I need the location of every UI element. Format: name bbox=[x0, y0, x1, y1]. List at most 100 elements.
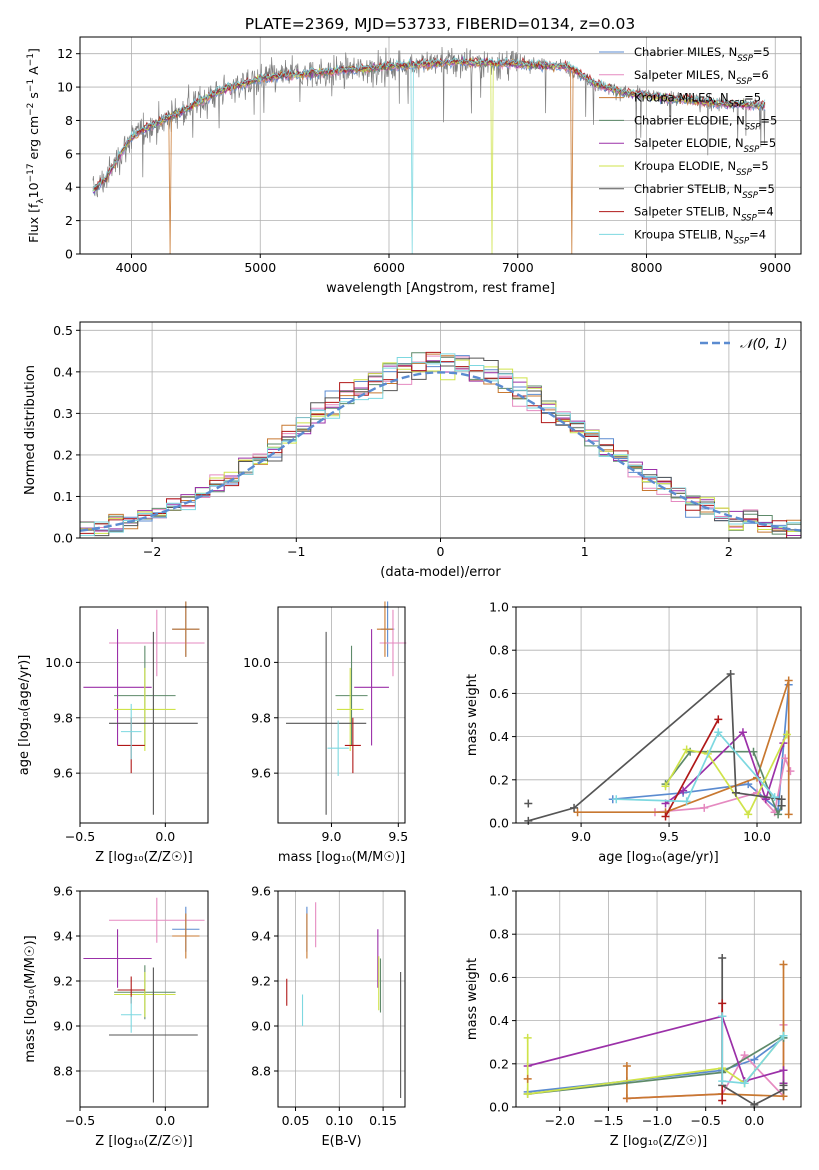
axes-frame bbox=[79, 890, 209, 1108]
x-tick-label: 1 bbox=[581, 544, 589, 559]
errorbar-point-2 bbox=[172, 913, 200, 959]
y-tick-label: 0.4 bbox=[489, 729, 509, 744]
x-tick-label: −2 bbox=[143, 544, 161, 559]
weight-line-8 bbox=[721, 1016, 785, 1085]
x-tick-label: 0 bbox=[437, 544, 445, 559]
y-tick-label: 9.8 bbox=[251, 710, 271, 725]
gridlines bbox=[278, 607, 405, 823]
y-tick-label: 0.8 bbox=[489, 927, 509, 942]
weight-marker bbox=[682, 797, 691, 806]
y-tick-label: 9.2 bbox=[53, 974, 73, 989]
errorbar-point-5 bbox=[336, 667, 364, 751]
y-tick-label: 0.4 bbox=[53, 364, 73, 379]
legend-entry: Chabrier STELIB, NSSP=5 bbox=[634, 182, 775, 201]
weight-marker bbox=[523, 1090, 532, 1099]
y-tick-label: 9.6 bbox=[251, 884, 271, 899]
gridlines bbox=[278, 890, 405, 1107]
plot-area bbox=[83, 601, 205, 815]
weight-marker bbox=[782, 730, 791, 739]
x-axis-label: Z [log₁₀(Z/Z☉)] bbox=[610, 1134, 707, 1149]
gridlines bbox=[79, 607, 208, 823]
panel-age-vs-Z: −0.5 0.0 9.6 9.8 10.0 Z [log₁₀(Z/Z☉)] age [log… bbox=[17, 601, 209, 865]
weight-marker bbox=[781, 754, 790, 763]
y-tick-label: 0.4 bbox=[489, 1013, 509, 1028]
gridlines bbox=[79, 890, 208, 1107]
errorbar-point-2 bbox=[172, 601, 200, 657]
y-tick-label: 8 bbox=[65, 113, 73, 128]
weight-marker bbox=[622, 1061, 631, 1070]
weight-marker bbox=[784, 810, 793, 819]
weight-marker bbox=[570, 803, 579, 812]
y-tick-label: 9.0 bbox=[251, 1019, 271, 1034]
weight-line-4 bbox=[527, 1015, 785, 1084]
axes-frame bbox=[277, 890, 406, 1108]
x-tick-label: −0.5 bbox=[65, 829, 95, 844]
weight-marker bbox=[700, 803, 709, 812]
axes-frame bbox=[79, 606, 209, 824]
plot-area bbox=[524, 669, 795, 825]
x-axis-label: Z [log₁₀(Z/Z☉)] bbox=[95, 850, 192, 865]
errorbar-point-6 bbox=[109, 967, 198, 1103]
y-tick-label: 0.1 bbox=[53, 489, 73, 504]
weight-marker bbox=[718, 1077, 727, 1086]
y-tick-label: 4 bbox=[65, 180, 73, 195]
errorbar-point-4 bbox=[83, 929, 152, 988]
y-tick-label: 0.0 bbox=[53, 531, 73, 546]
x-tick-label: −1.0 bbox=[642, 1113, 672, 1128]
x-axis-label: age [log₁₀(age/yr)] bbox=[598, 850, 719, 865]
errorbar-point-3 bbox=[335, 645, 368, 746]
weight-marker bbox=[714, 715, 723, 724]
errorbar-point-8 bbox=[327, 720, 349, 776]
x-tick-label: 4000 bbox=[116, 260, 148, 275]
errorbar-point-6 bbox=[109, 631, 198, 815]
weight-marker bbox=[738, 728, 747, 737]
model-spectrum-5 bbox=[92, 57, 766, 254]
weight-marker bbox=[682, 745, 691, 754]
x-axis-label: E(B-V) bbox=[321, 1134, 361, 1149]
errorbar-point-5 bbox=[114, 667, 176, 751]
y-axis-label: Flux [fλ10−17 erg cm−2 s−1 A−1] bbox=[26, 48, 46, 243]
x-axis-label: Z [log₁₀(Z/Z☉)] bbox=[95, 1134, 192, 1149]
x-tick-label: 5000 bbox=[244, 260, 276, 275]
x-axis-label: mass [log₁₀(M/M☉)] bbox=[278, 850, 405, 865]
plot-area bbox=[523, 953, 788, 1109]
legend: Chabrier MILES, NSSP=5 Salpeter MILES, NS… bbox=[599, 45, 777, 246]
errorbar-point-6 bbox=[286, 631, 367, 815]
x-tick-label: −1 bbox=[287, 544, 305, 559]
x-tick-label: 10.0 bbox=[743, 829, 771, 844]
legend-entry: 𝒩(0, 1) bbox=[740, 337, 787, 352]
x-tick-label: 0.05 bbox=[282, 1113, 310, 1128]
errorbar-point-8 bbox=[120, 996, 142, 1033]
legend-entry: Chabrier ELODIE, NSSP=5 bbox=[634, 113, 777, 132]
axes-frame bbox=[79, 36, 802, 255]
legend-entry: Salpeter STELIB, NSSP=4 bbox=[634, 205, 774, 224]
weight-marker bbox=[714, 728, 723, 737]
weight-marker bbox=[718, 1012, 727, 1021]
y-tick-label: 9.6 bbox=[53, 884, 73, 899]
x-tick-label: 0.0 bbox=[155, 829, 175, 844]
weight-marker bbox=[740, 1051, 749, 1060]
x-tick-label: 2 bbox=[725, 544, 733, 559]
gaussian-curve bbox=[79, 371, 802, 532]
legend-entry: Kroupa STELIB, NSSP=4 bbox=[634, 227, 766, 246]
x-tick-label: 0.0 bbox=[155, 1113, 175, 1128]
errorbar-point-1 bbox=[109, 609, 205, 677]
plot-area bbox=[286, 601, 407, 815]
weight-marker bbox=[523, 1033, 532, 1042]
model-spectrum-2 bbox=[92, 58, 766, 254]
y-tick-label: 0.2 bbox=[489, 1056, 509, 1071]
y-tick-label: 0.0 bbox=[489, 816, 509, 831]
y-tick-label: 9.0 bbox=[53, 1019, 73, 1034]
y-tick-label: 6 bbox=[65, 146, 73, 161]
legend-entry: Kroupa ELODIE, NSSP=5 bbox=[634, 159, 769, 178]
weight-marker bbox=[731, 788, 740, 797]
y-tick-label: 0.2 bbox=[489, 772, 509, 787]
weight-marker bbox=[779, 960, 788, 969]
weight-line-6 bbox=[528, 672, 783, 822]
errorbar-point-1 bbox=[379, 609, 407, 677]
weight-marker bbox=[744, 810, 753, 819]
weight-marker bbox=[786, 767, 795, 776]
y-axis-label: mass weight bbox=[465, 674, 480, 756]
x-tick-label: 9.5 bbox=[388, 829, 408, 844]
weight-line-1 bbox=[626, 1024, 785, 1100]
